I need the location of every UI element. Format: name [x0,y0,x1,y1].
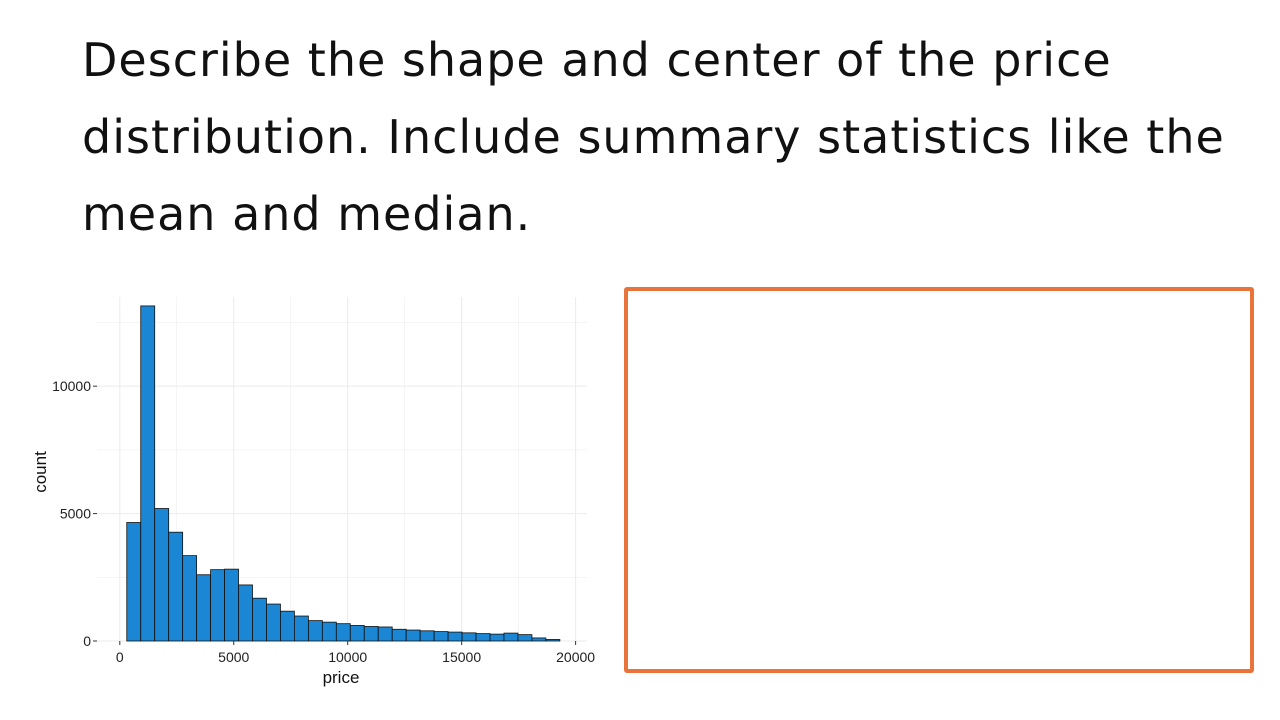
question-prompt: Describe the shape and center of the pri… [82,22,1225,253]
histogram-bar [182,555,198,642]
answer-box[interactable] [624,287,1254,673]
histogram-bar [545,639,561,642]
histogram-bar [503,632,519,642]
histogram-bar [363,626,379,642]
x-tick-label: 10000 [328,649,367,665]
histogram-bar [168,531,184,642]
x-tick-label: 20000 [556,649,595,665]
x-tick-label: 5000 [218,649,249,665]
histogram-bar [280,610,295,642]
x-tick-label: 15000 [442,649,481,665]
y-tick-label: 10000 [52,378,91,394]
prompt-line-3: mean and median. [82,187,532,241]
histogram-bar [224,568,239,642]
histogram-bar [294,615,309,642]
histogram-bar [377,626,393,642]
histogram-bar [531,637,547,642]
x-tick-label: 0 [116,649,124,665]
histogram-bar [196,574,211,642]
y-tick-label: 0 [83,633,91,649]
histogram-bar [405,629,421,642]
axes: 0 5000 10000 0 5000 10000 15000 20000 [52,378,595,665]
histogram-bars [126,305,561,642]
histogram-bar [447,631,463,642]
histogram-bar [461,632,477,642]
histogram-bar [238,584,253,642]
histogram-bar [266,603,281,642]
histogram-bar [307,620,323,642]
histogram-bar [391,628,407,642]
price-histogram: 0 5000 10000 0 5000 10000 15000 20000 price cou… [31,297,595,687]
histogram-bar [154,508,170,642]
histogram-bar [335,623,351,642]
histogram-bar [252,597,267,642]
histogram-bar [475,633,491,642]
x-axis-label: price [323,668,360,687]
histogram-bar [321,621,337,642]
histogram-bar [433,631,449,642]
histogram-bar [126,522,142,642]
histogram-bar [517,634,533,642]
histogram-bar [349,625,365,642]
y-tick-label: 5000 [60,506,91,522]
y-axis-label: count [31,451,50,493]
histogram-bar [210,569,225,642]
prompt-line-2: distribution. Include summary statistics… [82,110,1225,164]
histogram-bar [419,630,435,642]
prompt-line-1: Describe the shape and center of the pri… [82,33,1112,87]
histogram-bar [489,633,505,642]
histogram-bar [140,305,156,642]
